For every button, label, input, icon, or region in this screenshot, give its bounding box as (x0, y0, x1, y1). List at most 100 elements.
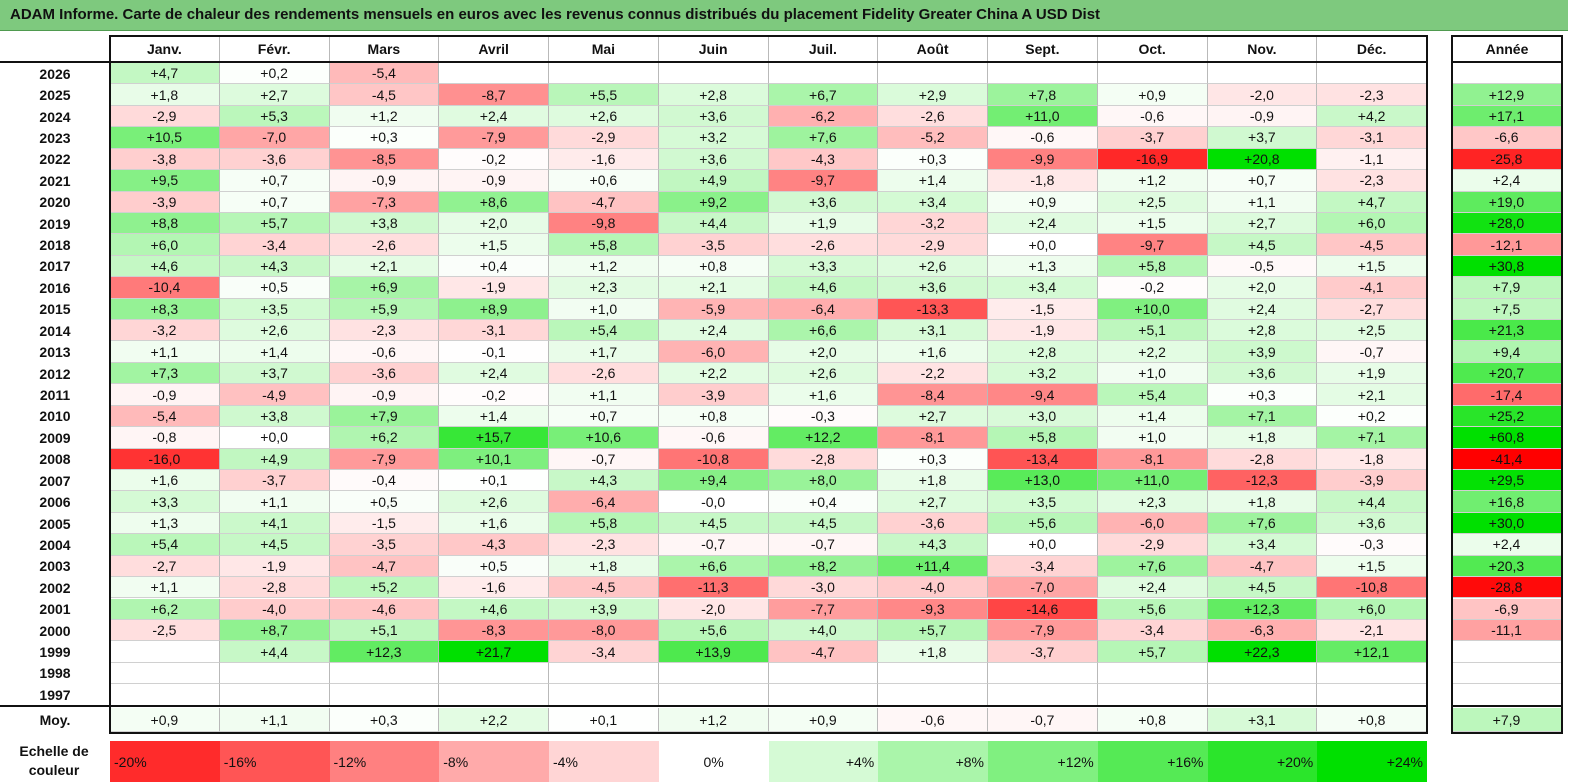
heatmap-cell: -7,9 (988, 619, 1098, 642)
heatmap-cell: -0,7 (549, 448, 659, 470)
color-scale-swatch: +16% (1097, 741, 1208, 782)
heatmap-cell (1097, 662, 1208, 685)
heatmap-cell: -3,7 (988, 641, 1098, 663)
heatmap-cell (878, 662, 988, 685)
heatmap-cell: +6,9 (329, 277, 440, 299)
year-label: 2009 (39, 429, 71, 446)
heatmap-cell: +1,5 (1317, 555, 1427, 578)
annual-return-cell: -6,6 (1452, 127, 1562, 149)
heatmap-cell: +2,4 (1097, 577, 1208, 599)
heatmap-cell: -4,7 (1207, 555, 1318, 578)
heatmap-cell: +2,4 (988, 212, 1098, 235)
color-scale-swatch: -12% (329, 741, 440, 782)
heatmap-cell: +0,0 (219, 427, 330, 449)
heatmap-cell: -0,6 (658, 427, 769, 449)
heatmap-cell: +3,5 (988, 491, 1098, 513)
heatmap-cell: +1,1 (219, 491, 330, 513)
annual-return-cell: +20,3 (1452, 555, 1562, 578)
heatmap-cell: -0,2 (439, 148, 549, 171)
annual-return-cell: +9,4 (1452, 341, 1562, 363)
heatmap-cell: +3,6 (1317, 512, 1427, 535)
year-label: 1998 (39, 665, 71, 682)
heatmap-cell: +2,6 (549, 105, 659, 128)
heatmap-cell: +7,8 (988, 84, 1098, 106)
heatmap-cell: -7,9 (439, 127, 549, 149)
heatmap-cell: +4,3 (219, 255, 330, 278)
heatmap-cell: +2,3 (1097, 491, 1208, 513)
heatmap-cell: -3,6 (329, 362, 440, 385)
heatmap-cell: -5,4 (110, 405, 220, 428)
heatmap-cell: +0,4 (768, 491, 879, 513)
annual-return-cell: +2,4 (1452, 170, 1562, 192)
heatmap-cell: +7,6 (1097, 555, 1208, 578)
color-scale-swatch: -4% (549, 741, 659, 782)
heatmap-cell: +2,0 (768, 341, 879, 363)
heatmap-cell: +5,4 (549, 320, 659, 342)
heatmap-cell: +5,7 (219, 212, 330, 235)
heatmap-cell: +5,1 (329, 619, 440, 642)
heatmap-cell: -2,9 (878, 234, 988, 256)
heatmap-cell: +0,3 (329, 127, 440, 149)
heatmap-cell: +0,0 (988, 234, 1098, 256)
annual-return-cell: +7,5 (1452, 298, 1562, 321)
heatmap-cell: +0,2 (219, 63, 330, 85)
heatmap-cell: +3,3 (768, 255, 879, 278)
heatmap-cell (658, 684, 769, 706)
heatmap-cell: -11,3 (658, 577, 769, 599)
heatmap-cell: +4,5 (219, 534, 330, 556)
year-label: 2020 (39, 194, 71, 211)
year-label: 2015 (39, 301, 71, 318)
heatmap-cell: +0,3 (1207, 384, 1318, 406)
heatmap-cell: -2,7 (110, 555, 220, 578)
heatmap-cell: +0,7 (219, 170, 330, 192)
year-label: 2004 (39, 536, 71, 553)
heatmap-cell: -4,9 (219, 384, 330, 406)
heatmap-cell: -2,3 (549, 534, 659, 556)
heatmap-cell (439, 63, 549, 85)
heatmap-cell: -1,6 (439, 577, 549, 599)
heatmap-cell: -7,9 (329, 448, 440, 470)
heatmap-cell: +1,8 (549, 555, 659, 578)
heatmap-cell: +4,7 (1317, 191, 1427, 213)
heatmap-cell: -2,2 (878, 362, 988, 385)
color-scale-swatch: +24% (1317, 741, 1427, 782)
annual-return-cell: +29,5 (1452, 469, 1562, 492)
heatmap-cell: +1,4 (219, 341, 330, 363)
heatmap-cell: +2,7 (878, 491, 988, 513)
heatmap-cell: -9,8 (549, 212, 659, 235)
heatmap-cell: +0,0 (988, 534, 1098, 556)
heatmap-cell: +1,8 (1207, 491, 1318, 513)
heatmap-cell: -2,8 (1207, 448, 1318, 470)
average-label: Moy. (39, 712, 71, 728)
heatmap-cell: -4,3 (439, 534, 549, 556)
heatmap-cell: +3,4 (878, 191, 988, 213)
heatmap-cell: +1,8 (1207, 427, 1318, 449)
average-cell: +0,8 (1317, 708, 1427, 732)
average-annual-cell: +7,9 (1452, 708, 1562, 732)
heatmap-cell: +1,6 (110, 469, 220, 492)
heatmap-cell: -6,4 (768, 298, 879, 321)
heatmap-cell: +3,3 (110, 491, 220, 513)
heatmap-cell: -0,0 (658, 491, 769, 513)
heatmap-cell: +22,3 (1207, 641, 1318, 663)
heatmap-cell: -0,6 (1097, 105, 1208, 128)
heatmap-cell: +1,1 (110, 577, 220, 599)
heatmap-cell: +7,1 (1317, 427, 1427, 449)
heatmap-cell (768, 684, 879, 706)
year-label: 2005 (39, 515, 71, 532)
heatmap-cell: -3,1 (439, 320, 549, 342)
heatmap-cell: +4,5 (768, 512, 879, 535)
heatmap-cell: +0,6 (549, 170, 659, 192)
heatmap-cell: +10,1 (439, 448, 549, 470)
heatmap-cell: -3,7 (219, 469, 330, 492)
heatmap-cell: -14,6 (988, 598, 1098, 620)
heatmap-cell (988, 662, 1098, 685)
heatmap-cell: -3,7 (1097, 127, 1208, 149)
heatmap-cell: +2,8 (658, 84, 769, 106)
heatmap-cell: +2,4 (658, 320, 769, 342)
heatmap-cell: +0,3 (878, 148, 988, 171)
average-cell: +3,1 (1207, 708, 1318, 732)
heatmap-cell: +0,1 (439, 469, 549, 492)
heatmap-cell: -7,0 (219, 127, 330, 149)
